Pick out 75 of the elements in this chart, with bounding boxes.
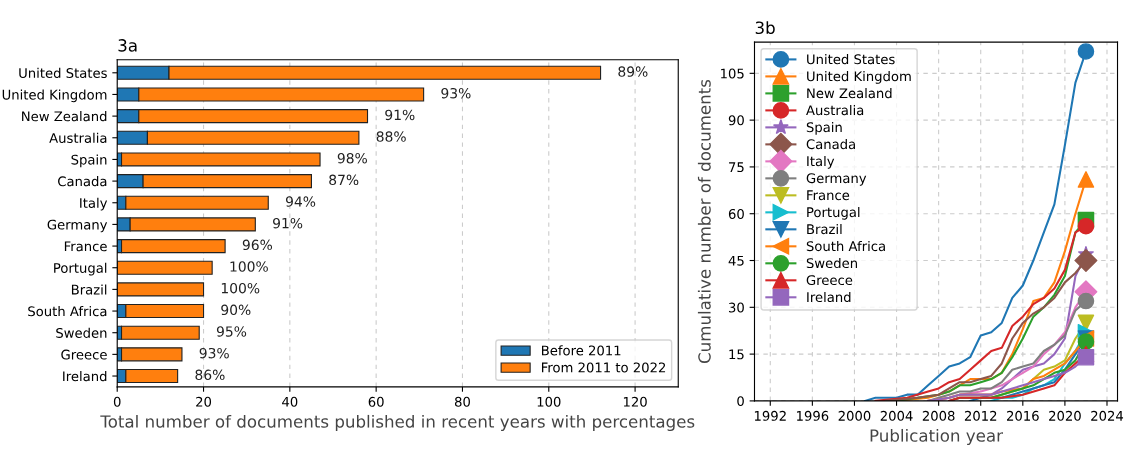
legend-label: France <box>807 190 850 201</box>
legend-label: United Kingdom <box>807 71 911 84</box>
y-tick-label: 15 <box>729 349 744 360</box>
legend-label: Spain <box>806 121 842 135</box>
annotation: 100% <box>230 261 268 272</box>
y-tick-label: Ireland <box>63 371 107 382</box>
x-axis-title: Total number of documents published in recent years with percentages <box>100 414 695 432</box>
legend-label: Before 2011 <box>542 345 621 356</box>
x-tick-label: 2024 <box>1091 410 1124 421</box>
chart-title: 3b <box>755 21 775 35</box>
annotation: 95% <box>216 326 247 337</box>
x-tick-label: 1996 <box>797 410 829 421</box>
legend-label: Sweden <box>806 257 857 269</box>
x-tick-label: 2012 <box>964 410 997 421</box>
y-tick-label: Canada <box>58 176 107 187</box>
annotation: 96% <box>242 239 273 251</box>
legend-label: Brazil <box>807 223 842 235</box>
y-tick-label: United Kingdom <box>2 89 107 103</box>
x-tick-label: 120 <box>623 396 647 407</box>
y-axis-title: Cumulative number of documents <box>697 79 711 364</box>
y-tick-label: 60 <box>728 208 744 219</box>
y-tick-label: Portugal <box>54 262 107 276</box>
legend-label: From 2011 to 2022 <box>542 362 666 373</box>
y-tick-label: Australia <box>49 132 107 143</box>
y-tick-label: Germany <box>47 219 108 233</box>
y-tick-label: Spain <box>71 154 107 168</box>
x-tick-label: 20 <box>196 396 212 407</box>
legend-label: New Zealand <box>807 87 892 99</box>
y-tick-label: 30 <box>728 302 744 313</box>
legend-label: Ireland <box>807 291 851 303</box>
x-tick-label: 60 <box>368 396 384 407</box>
annotation: 89% <box>618 66 648 77</box>
legend-label: South Africa <box>806 240 885 252</box>
legend-label: Germany <box>806 173 867 186</box>
x-tick-label: 0 <box>113 396 121 407</box>
y-tick-label: Italy <box>80 197 108 211</box>
annotation: 93% <box>441 87 471 99</box>
x-tick-label: 2008 <box>922 410 955 421</box>
annotation: 93% <box>199 347 229 359</box>
annotation: 86% <box>195 369 225 381</box>
legend-label: Greece <box>806 275 853 286</box>
x-tick-label: 1992 <box>754 410 786 421</box>
x-tick-label: 2020 <box>1049 410 1081 421</box>
y-tick-label: 75 <box>729 162 744 173</box>
y-tick-label: New Zealand <box>22 111 107 122</box>
y-tick-label: France <box>64 241 107 252</box>
y-tick-label: Brazil <box>71 284 107 295</box>
chart-title: 3a <box>118 39 137 52</box>
y-tick-label: Sweden <box>56 327 107 338</box>
y-tick-label: Greece <box>61 349 107 360</box>
annotation: 94% <box>285 196 316 207</box>
annotation: 91% <box>385 109 415 121</box>
annotation: 91% <box>273 217 303 229</box>
legend-label: Portugal <box>807 206 860 220</box>
legend-label: Australia <box>806 104 864 116</box>
y-tick-label: 45 <box>728 255 744 266</box>
legend-label: United States <box>807 54 895 65</box>
x-tick-label: 80 <box>454 396 470 407</box>
legend-label: Canada <box>806 138 855 150</box>
annotation: 88% <box>376 131 406 142</box>
y-tick-label: 90 <box>728 115 744 126</box>
x-tick-label: 2016 <box>1006 410 1039 421</box>
legend-label: Italy <box>807 155 835 169</box>
y-tick-label: 105 <box>721 68 744 79</box>
y-tick-label: South Africa <box>28 306 107 317</box>
x-tick-label: 2000 <box>838 410 871 421</box>
annotation: 87% <box>329 174 359 186</box>
annotation: 100% <box>221 282 260 294</box>
x-axis-title: Publication year <box>870 428 1003 446</box>
x-tick-label: 40 <box>282 396 298 407</box>
x-tick-label: 2004 <box>880 410 913 421</box>
annotation: 90% <box>221 304 251 316</box>
y-tick-label: United States <box>19 67 107 78</box>
x-tick-label: 100 <box>537 396 561 407</box>
annotation: 98% <box>337 152 367 164</box>
